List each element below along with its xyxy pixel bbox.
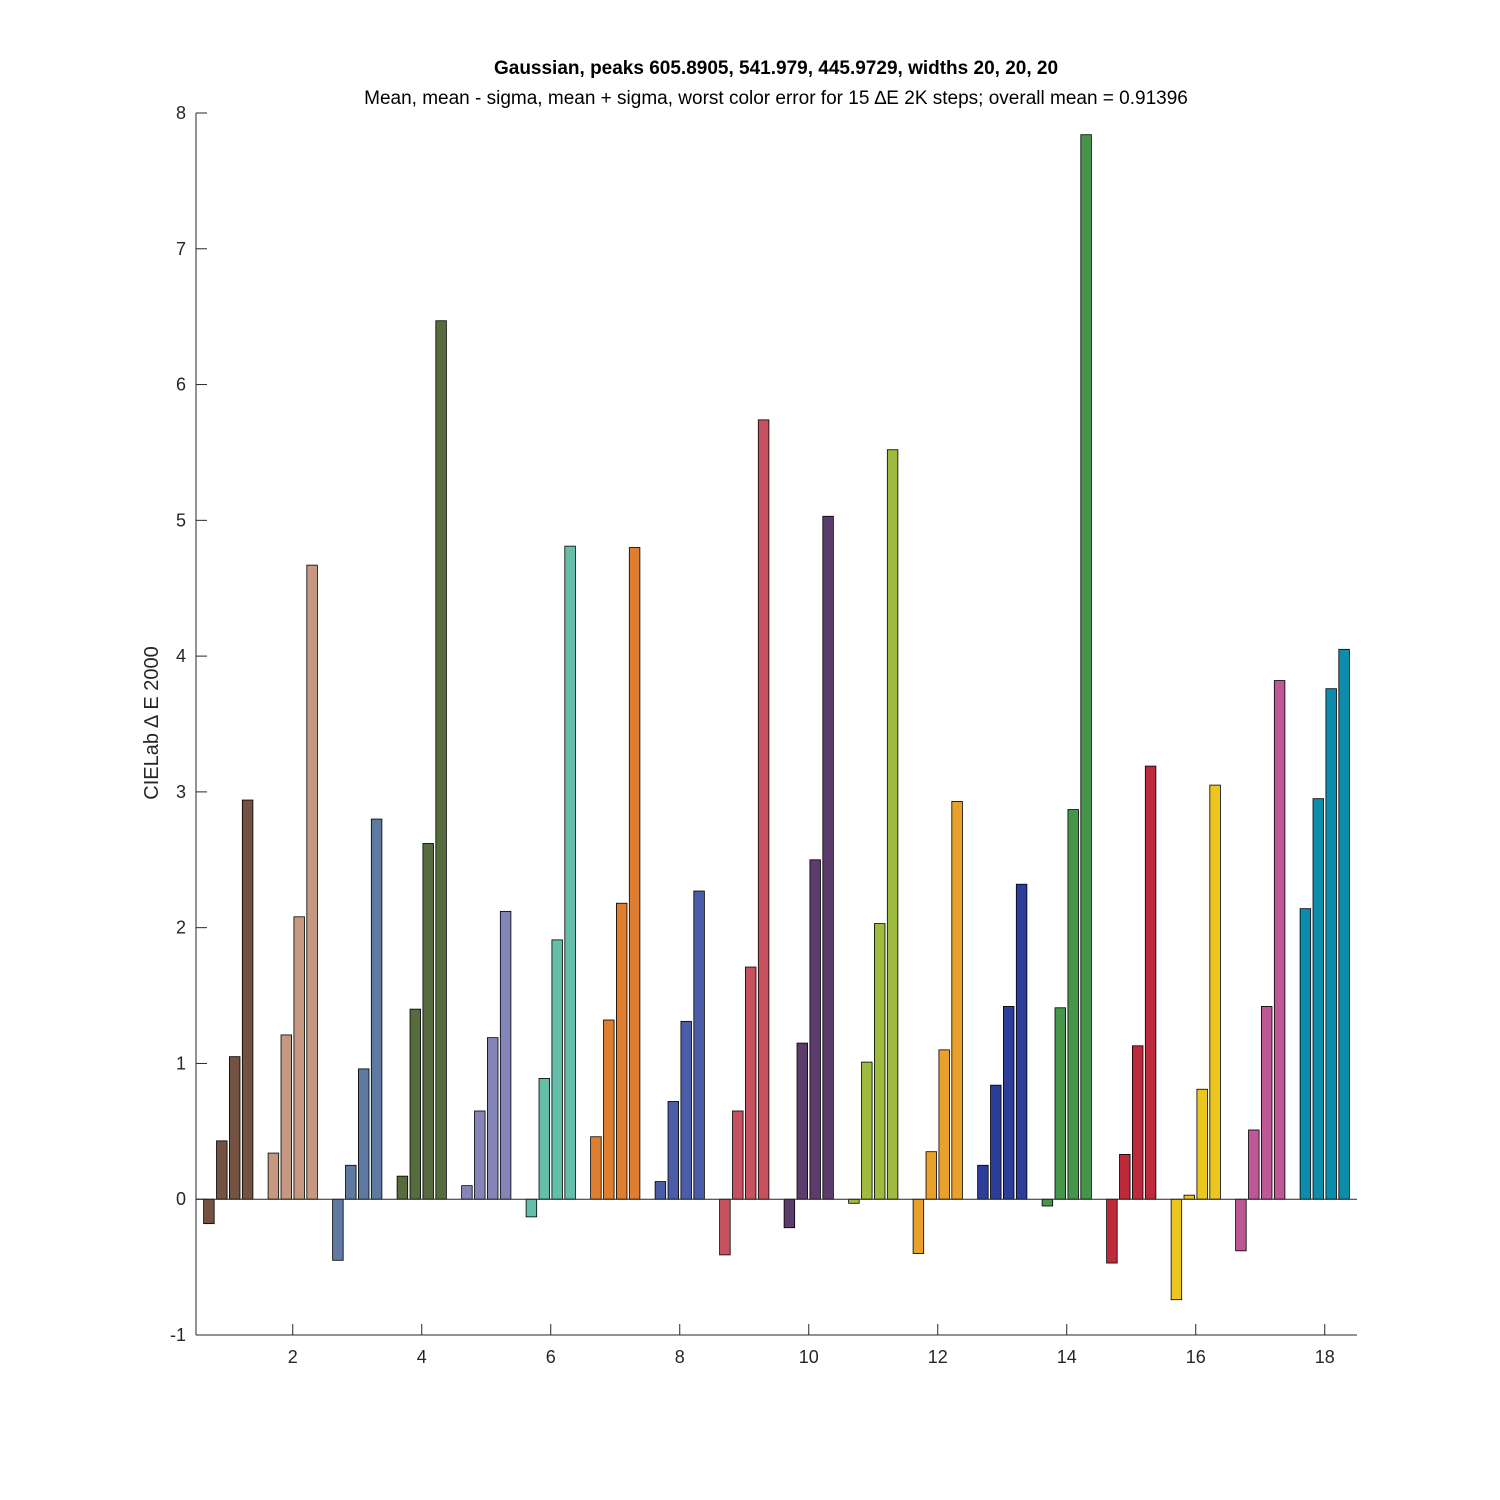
bar-group-8-worst: [693, 890, 705, 1200]
bar-group-4-mean-sigma: [396, 1175, 409, 1200]
bar-group-17-worst: [1273, 680, 1286, 1200]
y-tick-label: 6: [176, 375, 186, 395]
chart-title: Gaussian, peaks 605.8905, 541.979, 445.9…: [494, 58, 1058, 79]
bar-group-17-mean: [1248, 1129, 1260, 1200]
bar-group-17-mean-sigma: [1235, 1198, 1247, 1252]
bar-group-16-mean: [1183, 1194, 1195, 1200]
bar-group-9-mean-sigma: [745, 966, 757, 1200]
bar-group-14-mean-sigma: [1041, 1198, 1054, 1207]
y-tick-label: 2: [176, 918, 186, 938]
bar-group-10-mean-sigma: [783, 1198, 796, 1229]
bar-group-12-mean: [925, 1151, 937, 1200]
bar-group-12-mean-sigma: [912, 1198, 925, 1254]
y-tick-label: 8: [176, 103, 186, 123]
bar-group-14-mean-sigma: [1067, 809, 1079, 1200]
x-tick-label: 18: [1315, 1347, 1335, 1367]
bar-group-15-mean-sigma: [1132, 1045, 1144, 1200]
bar-group-11-worst: [886, 449, 899, 1200]
y-tick-label: 4: [176, 646, 186, 666]
bar-group-10-mean-sigma: [809, 859, 821, 1200]
bar-group-10-mean: [796, 1042, 808, 1200]
bar-group-16-worst: [1209, 784, 1221, 1200]
bar-group-9-mean-sigma: [719, 1198, 731, 1256]
x-tick-label: 16: [1186, 1347, 1206, 1367]
bar-group-1-worst: [241, 799, 254, 1200]
bar-group-9-worst: [757, 419, 770, 1200]
bar-group-13-mean-sigma: [977, 1164, 989, 1200]
bar-group-10-worst: [822, 515, 834, 1200]
x-tick-label: 14: [1057, 1347, 1077, 1367]
bar-group-15-mean: [1119, 1154, 1131, 1200]
x-tick-label: 6: [546, 1347, 556, 1367]
bar-group-18-worst: [1338, 648, 1350, 1200]
x-tick-label: 10: [799, 1347, 819, 1367]
y-tick-label: 0: [176, 1189, 186, 1209]
bar-group-7-mean-sigma: [616, 902, 628, 1200]
bar-group-14-mean: [1054, 1007, 1066, 1200]
bar-group-4-mean: [409, 1008, 421, 1200]
bar-group-5-mean: [474, 1110, 486, 1200]
bar-group-13-mean: [990, 1084, 1002, 1200]
bar-group-3-worst: [370, 818, 383, 1200]
bar-group-8-mean-sigma: [680, 1020, 692, 1200]
bar-group-16-mean-sigma: [1170, 1198, 1183, 1301]
y-axis-label: CIELab ∆ E 2000: [141, 646, 163, 799]
bar-group-1-mean: [216, 1140, 228, 1200]
bar-group-15-mean-sigma: [1106, 1198, 1118, 1264]
bar-group-3-mean: [345, 1164, 357, 1200]
bar-group-7-worst: [628, 547, 641, 1200]
bar-group-7-mean: [603, 1019, 615, 1200]
bar-group-3-mean-sigma: [358, 1068, 370, 1200]
bar-group-2-mean: [280, 1034, 292, 1200]
bar-group-12-mean-sigma: [938, 1049, 950, 1200]
x-tick-label: 4: [417, 1347, 427, 1367]
bar-group-2-worst: [306, 564, 318, 1200]
bar-group-18-mean-sigma: [1299, 908, 1312, 1200]
bar-group-18-mean: [1312, 798, 1324, 1200]
bar-group-15-worst: [1144, 765, 1157, 1200]
y-tick-label: 7: [176, 239, 186, 259]
bar-group-8-mean-sigma: [654, 1181, 667, 1200]
bar-group-6-mean: [538, 1077, 550, 1200]
bar-group-5-mean-sigma: [461, 1185, 473, 1200]
bar-group-3-mean-sigma: [332, 1198, 344, 1261]
bar-group-6-mean-sigma: [525, 1198, 538, 1218]
bar-group-5-worst: [499, 910, 512, 1200]
x-tick-label: 12: [928, 1347, 948, 1367]
bar-group-18-mean-sigma: [1325, 688, 1337, 1200]
bar-group-7-mean-sigma: [590, 1136, 602, 1200]
bar-group-4-worst: [435, 320, 447, 1200]
y-tick-label: 5: [176, 510, 186, 530]
x-tick-label: 8: [675, 1347, 685, 1367]
bar-group-2-mean-sigma: [293, 916, 305, 1200]
bar-group-11-mean: [861, 1061, 873, 1200]
bars-layer: [203, 134, 1350, 1301]
bar-group-8-mean: [667, 1101, 679, 1200]
bar-group-14-worst: [1080, 134, 1092, 1200]
bar-group-13-worst: [1015, 883, 1028, 1200]
y-tick-label: -1: [170, 1325, 186, 1345]
bar-group-11-mean-sigma: [874, 923, 886, 1200]
bar-group-4-mean-sigma: [422, 843, 434, 1200]
bar-group-13-mean-sigma: [1003, 1006, 1015, 1200]
x-tick-label: 2: [288, 1347, 298, 1367]
bar-group-1-mean-sigma: [229, 1056, 241, 1200]
bar-group-2-mean-sigma: [267, 1152, 280, 1200]
bar-group-12-worst: [951, 800, 963, 1200]
y-tick-label: 3: [176, 782, 186, 802]
bar-group-11-mean-sigma: [848, 1198, 860, 1204]
bar-group-5-mean-sigma: [487, 1037, 499, 1200]
bar-group-6-mean-sigma: [551, 939, 563, 1200]
bar-group-16-mean-sigma: [1196, 1088, 1208, 1200]
y-tick-label: 1: [176, 1053, 186, 1073]
bar-group-9-mean: [732, 1110, 744, 1200]
chart-subtitle: Mean, mean - sigma, mean + sigma, worst …: [364, 88, 1188, 109]
bar-group-17-mean-sigma: [1261, 1006, 1273, 1200]
bar-group-1-mean-sigma: [203, 1198, 215, 1225]
bar-group-6-worst: [564, 545, 576, 1200]
